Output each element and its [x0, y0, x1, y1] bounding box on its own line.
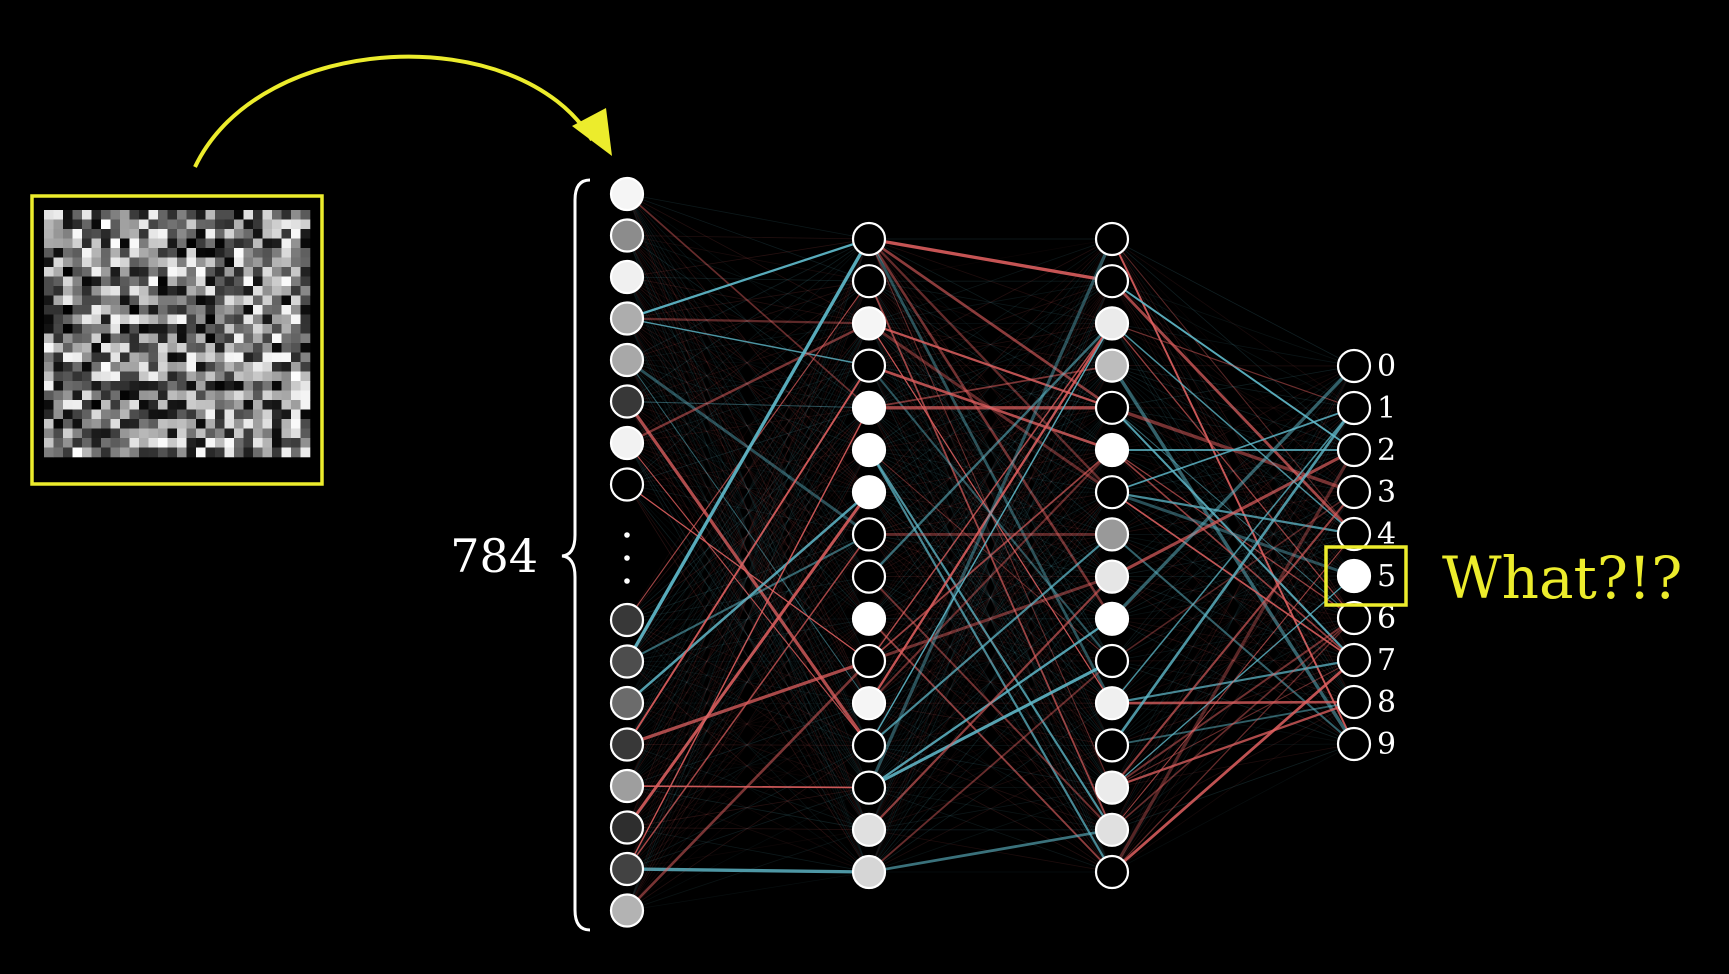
output-neuron — [1338, 392, 1370, 424]
hidden2-neuron — [1096, 856, 1128, 888]
weight-edge — [1112, 702, 1354, 872]
input-neuron — [611, 729, 643, 761]
hidden2-neuron — [1096, 518, 1128, 550]
output-neuron — [1338, 476, 1370, 508]
input-neuron — [611, 687, 643, 719]
output-label-9: 9 — [1377, 727, 1396, 762]
output-neuron — [1338, 518, 1370, 550]
hidden1-neuron — [853, 645, 885, 677]
output-neuron — [1338, 644, 1370, 676]
output-neuron — [1338, 602, 1370, 634]
weight-edge — [627, 577, 869, 911]
output-label-0: 0 — [1377, 349, 1396, 384]
hidden1-neuron — [853, 814, 885, 846]
hidden2-neuron — [1096, 603, 1128, 635]
output-label-7: 7 — [1377, 643, 1396, 678]
hidden2-neuron — [1096, 561, 1128, 593]
output-label-3: 3 — [1377, 475, 1396, 510]
hidden1-neuron — [853, 518, 885, 550]
hidden1-neuron — [853, 772, 885, 804]
hidden2-neuron — [1096, 307, 1128, 339]
input-count-label: 784 — [450, 529, 538, 583]
hidden2-neuron — [1096, 392, 1128, 424]
input-arrow-head — [572, 108, 612, 156]
hidden1-neuron — [853, 476, 885, 508]
output-neuron — [1338, 686, 1370, 718]
hidden2-neuron — [1096, 645, 1128, 677]
hidden1-neuron — [853, 603, 885, 635]
output-neuron — [1338, 350, 1370, 382]
weight-edge — [1112, 281, 1354, 366]
hidden2-neuron — [1096, 476, 1128, 508]
hidden2-neuron — [1096, 729, 1128, 761]
input-neuron — [611, 178, 643, 210]
weight-edge — [1112, 492, 1354, 872]
hidden2-neuron — [1096, 687, 1128, 719]
output-label-5: 5 — [1377, 559, 1396, 594]
weight-edge — [627, 239, 869, 911]
hidden1-neuron — [853, 350, 885, 382]
hidden1-neuron — [853, 729, 885, 761]
hidden2-neuron — [1096, 814, 1128, 846]
hidden2-neuron — [1096, 350, 1128, 382]
hidden2-neuron — [1096, 223, 1128, 255]
weight-edge — [627, 872, 869, 911]
input-neuron — [611, 303, 643, 335]
hidden1-neuron — [853, 307, 885, 339]
input-brace — [562, 180, 590, 930]
input-arrow — [195, 57, 592, 167]
input-neuron — [611, 812, 643, 844]
output-label-8: 8 — [1377, 685, 1396, 720]
input-neuron — [611, 604, 643, 636]
annotation-text: What?!? — [1442, 544, 1682, 612]
weight-edge — [1112, 408, 1354, 872]
input-neuron — [611, 386, 643, 418]
hidden2-neuron — [1096, 772, 1128, 804]
hidden1-neuron — [853, 392, 885, 424]
input-neuron — [611, 220, 643, 252]
input-image — [32, 196, 322, 484]
output-label-2: 2 — [1377, 433, 1396, 468]
input-neuron — [611, 770, 643, 802]
input-neuron — [611, 344, 643, 376]
hidden2-neuron — [1096, 434, 1128, 466]
input-neuron — [611, 261, 643, 293]
input-neuron — [611, 895, 643, 927]
hidden1-neuron — [853, 687, 885, 719]
output-neuron — [1338, 560, 1370, 592]
hidden2-neuron — [1096, 265, 1128, 297]
input-neuron — [611, 853, 643, 885]
hidden1-neuron — [853, 434, 885, 466]
hidden1-neuron — [853, 856, 885, 888]
hidden1-neuron — [853, 265, 885, 297]
input-neuron — [611, 646, 643, 678]
input-ellipsis — [624, 532, 630, 584]
input-neuron — [611, 469, 643, 501]
hidden1-neuron — [853, 223, 885, 255]
output-neuron — [1338, 434, 1370, 466]
pixel-grid — [44, 210, 310, 457]
weight-edge — [1112, 366, 1354, 830]
hidden1-neuron — [853, 561, 885, 593]
output-label-1: 1 — [1377, 391, 1396, 426]
input-neuron — [611, 427, 643, 459]
weight-connections — [627, 194, 1354, 911]
output-neuron — [1338, 728, 1370, 760]
